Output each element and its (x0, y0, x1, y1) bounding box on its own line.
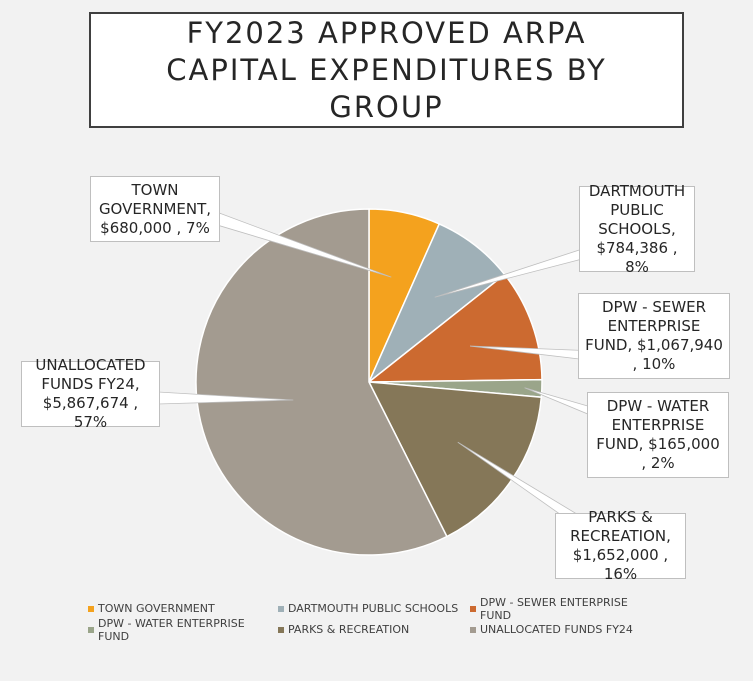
data-label-town-government: TOWN GOVERNMENT, $680,000 , 7% (90, 176, 220, 242)
slice-dpw-sewer (366, 273, 543, 383)
legend-swatch (470, 605, 476, 612)
legend-item-dartmouth-public-schools: DARTMOUTH PUBLIC SCHOOLS (278, 602, 470, 615)
legend-row: TOWN GOVERNMENT DARTMOUTH PUBLIC SCHOOLS… (88, 596, 688, 622)
legend-swatch (88, 605, 94, 612)
legend-label: UNALLOCATED FUNDS FY24 (480, 623, 633, 636)
data-label-dpw-sewer: DPW - SEWER ENTERPRISE FUND, $1,067,940 … (578, 293, 730, 379)
legend-swatch (88, 626, 94, 633)
data-label-parks-recreation: PARKS & RECREATION, $1,652,000 , 16% (555, 508, 686, 583)
legend-label: DPW - WATER ENTERPRISE FUND (98, 616, 245, 643)
data-label-dpw-water: DPW - WATER ENTERPRISE FUND, $165,000 , … (587, 392, 729, 478)
legend-item-unallocated-funds: UNALLOCATED FUNDS FY24 (470, 623, 660, 636)
chart-title-box: FY2023 APPROVED ARPA CAPITAL EXPENDITURE… (89, 12, 684, 128)
legend-item-town-government: TOWN GOVERNMENT (88, 602, 278, 615)
legend-swatch (278, 626, 284, 633)
legend-swatch (278, 605, 284, 612)
legend-label: DARTMOUTH PUBLIC SCHOOLS (288, 602, 459, 615)
data-label-unallocated-funds: UNALLOCATED FUNDS FY24, $5,867,674 , 57% (21, 356, 160, 431)
legend-label: DPW - SEWER ENTERPRISE FUND (480, 595, 628, 622)
slice-unallocated-funds (195, 208, 448, 556)
legend-swatch (470, 626, 476, 633)
legend-row: DPW - WATER ENTERPRISE FUND PARKS & RECR… (88, 617, 688, 643)
legend-item-dpw-water: DPW - WATER ENTERPRISE FUND (88, 617, 278, 643)
data-label-dartmouth-public-schools: DARTMOUTH PUBLIC SCHOOLS, $784,386 , 8% (579, 182, 695, 276)
legend: TOWN GOVERNMENT DARTMOUTH PUBLIC SCHOOLS… (88, 596, 688, 643)
legend-label: PARKS & RECREATION (288, 623, 410, 636)
legend-label: TOWN GOVERNMENT (98, 602, 215, 615)
legend-item-parks-recreation: PARKS & RECREATION (278, 623, 470, 636)
legend-item-dpw-sewer: DPW - SEWER ENTERPRISE FUND (470, 596, 660, 622)
chart-title: FY2023 APPROVED ARPA CAPITAL EXPENDITURE… (166, 15, 607, 124)
